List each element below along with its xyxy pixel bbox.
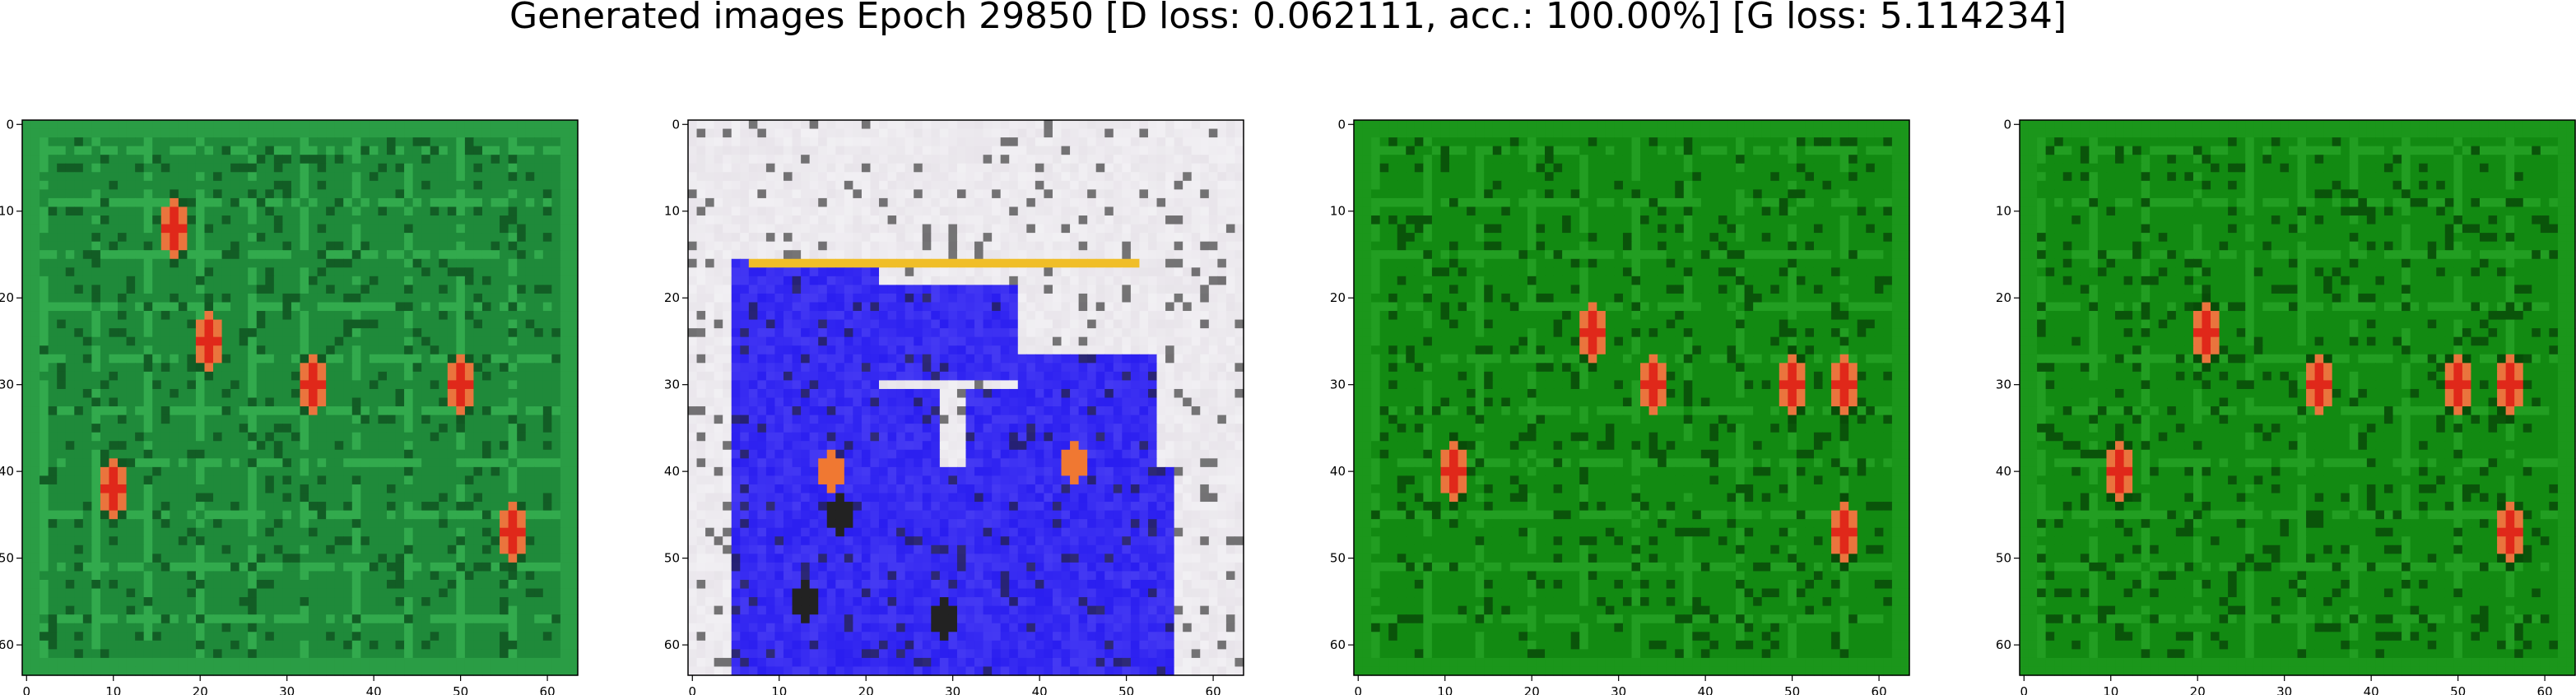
subplot-2-frame	[687, 119, 1244, 676]
y-tick-label-20: 20	[1996, 290, 2011, 305]
x-tick-label-50: 50	[1118, 684, 1134, 695]
y-tick-label-50: 50	[1996, 551, 2011, 566]
y-tick-label-60: 60	[0, 637, 14, 652]
y-tick-label-60: 60	[1330, 637, 1346, 652]
generated-sample-4-image	[2020, 120, 2576, 676]
y-tick-label-40: 40	[1330, 464, 1346, 479]
y-tick-label-40: 40	[0, 464, 14, 479]
x-tick-label-40: 40	[366, 684, 382, 695]
subplot-2: 0 10 20 30 40 50 60 0 10 20 30 40 50 60	[664, 117, 1244, 695]
x-tick-label-10: 10	[105, 684, 121, 695]
subplot-1: 0 10 20 30 40 50 60 0 10 20 30 40 50 60	[0, 117, 579, 695]
y-tick-label-40: 40	[664, 464, 680, 479]
x-tick-label-0: 0	[23, 684, 31, 695]
subplot-1-frame	[21, 119, 579, 676]
x-tick-label-50: 50	[453, 684, 468, 695]
x-tick-label-20: 20	[193, 684, 208, 695]
y-tick-label-0: 0	[1337, 117, 1346, 132]
y-tick-label-40: 40	[1996, 464, 2011, 479]
subplot-4-frame	[2019, 119, 2576, 676]
x-tick-label-60: 60	[540, 684, 556, 695]
generated-sample-3-image	[1354, 120, 1910, 676]
x-tick-label-0: 0	[2020, 684, 2029, 695]
x-tick-label-10: 10	[2103, 684, 2118, 695]
subplot-4: 0 10 20 30 40 50 60 0 10 20 30 40 50 60	[1996, 117, 2576, 695]
y-tick-label-60: 60	[664, 637, 680, 652]
x-tick-label-40: 40	[1032, 684, 1048, 695]
y-tick-label-50: 50	[664, 551, 680, 566]
x-tick-label-30: 30	[2276, 684, 2292, 695]
x-tick-label-10: 10	[771, 684, 787, 695]
y-tick-label-50: 50	[0, 551, 14, 566]
subplot-3-frame	[1353, 119, 1910, 676]
y-tick-label-10: 10	[1330, 204, 1346, 219]
x-tick-label-0: 0	[1355, 684, 1363, 695]
x-tick-label-60: 60	[1872, 684, 1887, 695]
x-tick-label-0: 0	[689, 684, 697, 695]
x-tick-label-20: 20	[2190, 684, 2206, 695]
y-tick-label-10: 10	[664, 204, 680, 219]
x-tick-label-20: 20	[858, 684, 874, 695]
y-tick-label-30: 30	[664, 378, 680, 392]
generated-sample-2-image	[688, 120, 1244, 676]
x-tick-label-60: 60	[1206, 684, 1221, 695]
y-tick-label-50: 50	[1330, 551, 1346, 566]
y-tick-label-30: 30	[0, 378, 14, 392]
y-tick-label-60: 60	[1996, 637, 2011, 652]
y-tick-label-20: 20	[0, 290, 14, 305]
y-tick-label-0: 0	[2003, 117, 2011, 132]
y-tick-label-20: 20	[1330, 290, 1346, 305]
y-tick-label-30: 30	[1330, 378, 1346, 392]
x-tick-label-60: 60	[2537, 684, 2553, 695]
y-tick-label-30: 30	[1996, 378, 2011, 392]
x-tick-label-50: 50	[1784, 684, 1800, 695]
y-tick-label-10: 10	[1996, 204, 2011, 219]
x-tick-label-40: 40	[1698, 684, 1713, 695]
x-tick-label-20: 20	[1524, 684, 1540, 695]
subplot-3: 0 10 20 30 40 50 60 0 10 20 30 40 50 60	[1330, 117, 1910, 695]
y-tick-label-20: 20	[664, 290, 680, 305]
x-tick-label-50: 50	[2450, 684, 2466, 695]
x-tick-label-30: 30	[945, 684, 960, 695]
generated-sample-1-image	[22, 120, 579, 676]
x-tick-label-10: 10	[1437, 684, 1453, 695]
x-tick-label-30: 30	[1611, 684, 1626, 695]
y-tick-label-10: 10	[0, 204, 14, 219]
x-tick-label-30: 30	[279, 684, 295, 695]
x-tick-label-40: 40	[2364, 684, 2379, 695]
y-tick-label-0: 0	[672, 117, 680, 132]
figure-title: Generated images Epoch 29850 [D loss: 0.…	[509, 0, 2067, 37]
y-tick-label-0: 0	[6, 117, 14, 132]
